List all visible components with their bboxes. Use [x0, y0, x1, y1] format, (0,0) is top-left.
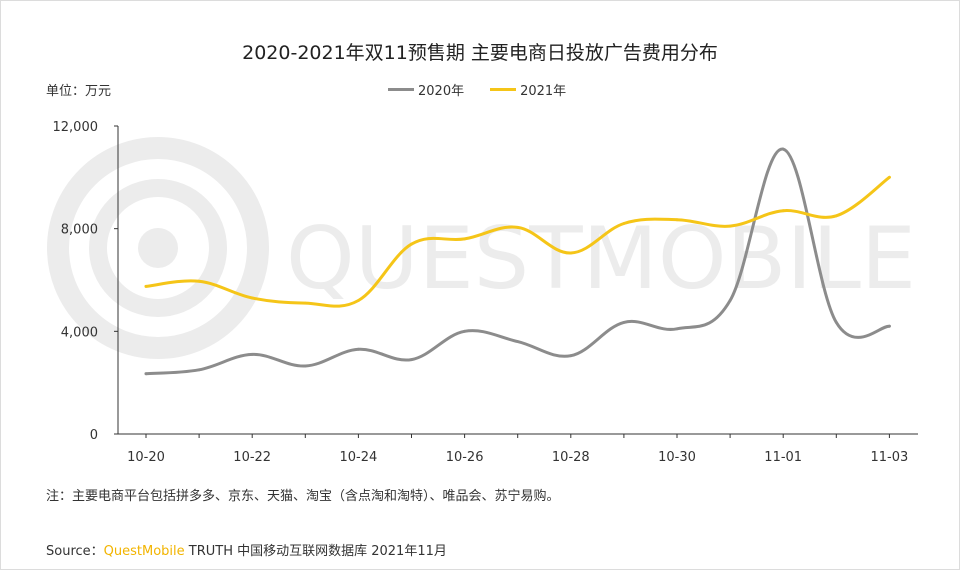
legend: 2020年 2021年: [388, 80, 566, 99]
watermark-text: QUESTMOBILE: [286, 209, 916, 309]
data-point: [303, 364, 307, 368]
data-point: [675, 327, 679, 331]
data-point: [516, 340, 520, 343]
data-point: [516, 226, 520, 229]
series-line-2020: [144, 147, 891, 376]
legend-swatch-2020: [388, 88, 414, 91]
watermark: QUESTMOBILE: [47, 137, 916, 359]
data-point: [410, 358, 413, 361]
data-point: [834, 321, 838, 324]
data-point: [888, 175, 891, 179]
legend-label-2020: 2020年: [418, 84, 465, 99]
data-point: [463, 237, 466, 241]
data-point: [357, 299, 360, 302]
data-point: [781, 147, 785, 151]
data-point: [410, 242, 413, 246]
data-point: [569, 354, 573, 358]
x-tick-label: 10-24: [340, 450, 378, 465]
unit-label: 单位：万元: [46, 84, 112, 99]
y-tick-label: 0: [90, 428, 98, 443]
x-tick-label: 11-01: [764, 450, 802, 465]
data-point: [144, 285, 148, 288]
data-point: [834, 214, 838, 218]
data-point: [250, 296, 254, 300]
chart-title: 2020-2021年双11预售期 主要电商日投放广告费用分布: [242, 42, 718, 64]
source-brand: QuestMobile: [103, 544, 185, 559]
data-point: [622, 222, 626, 225]
data-point: [728, 299, 732, 302]
footnote: 注：主要电商平台包括拼多多、京东、天猫、淘宝（含点淘和淘特）、唯品会、苏宁易购。: [46, 489, 560, 504]
x-tick-label: 10-22: [233, 450, 271, 465]
x-tick-label: 11-03: [871, 450, 909, 465]
source-prefix: Source：: [46, 544, 104, 559]
series-layer: [144, 147, 891, 376]
data-point: [569, 251, 573, 255]
y-tick-label: 4,000: [61, 325, 98, 340]
data-point: [675, 218, 679, 222]
data-point: [144, 372, 148, 376]
data-point: [303, 301, 307, 305]
x-tick-label: 10-26: [446, 450, 484, 465]
data-point: [357, 347, 360, 351]
source-rest: TRUTH 中国移动互联网数据库 2021年11月: [184, 544, 447, 559]
y-tick-label: 8,000: [61, 223, 98, 238]
data-point: [197, 368, 201, 372]
data-point: [728, 224, 732, 228]
data-point: [888, 324, 891, 328]
data-point: [781, 209, 785, 213]
data-point: [197, 279, 201, 283]
data-point: [463, 329, 466, 333]
legend-swatch-2021: [490, 88, 517, 91]
x-tick-label: 10-28: [552, 450, 590, 465]
data-point: [250, 353, 254, 356]
source-line: Source：QuestMobile TRUTH 中国移动互联网数据库 2021…: [46, 540, 447, 559]
x-tick-label: 10-30: [658, 450, 696, 465]
legend-item-2021: 2021年: [490, 80, 566, 99]
y-tick-label: 12,000: [53, 120, 99, 135]
legend-label-2021: 2021年: [520, 84, 567, 99]
watermark-logo-icon: [47, 137, 269, 359]
legend-item-2020: 2020年: [388, 80, 464, 99]
axes: 0 4,000 8,000 12,000 10-20 10-22 10-24 10-26 10-…: [53, 120, 918, 465]
x-tick-label: 10-20: [127, 450, 165, 465]
data-point: [622, 321, 626, 324]
